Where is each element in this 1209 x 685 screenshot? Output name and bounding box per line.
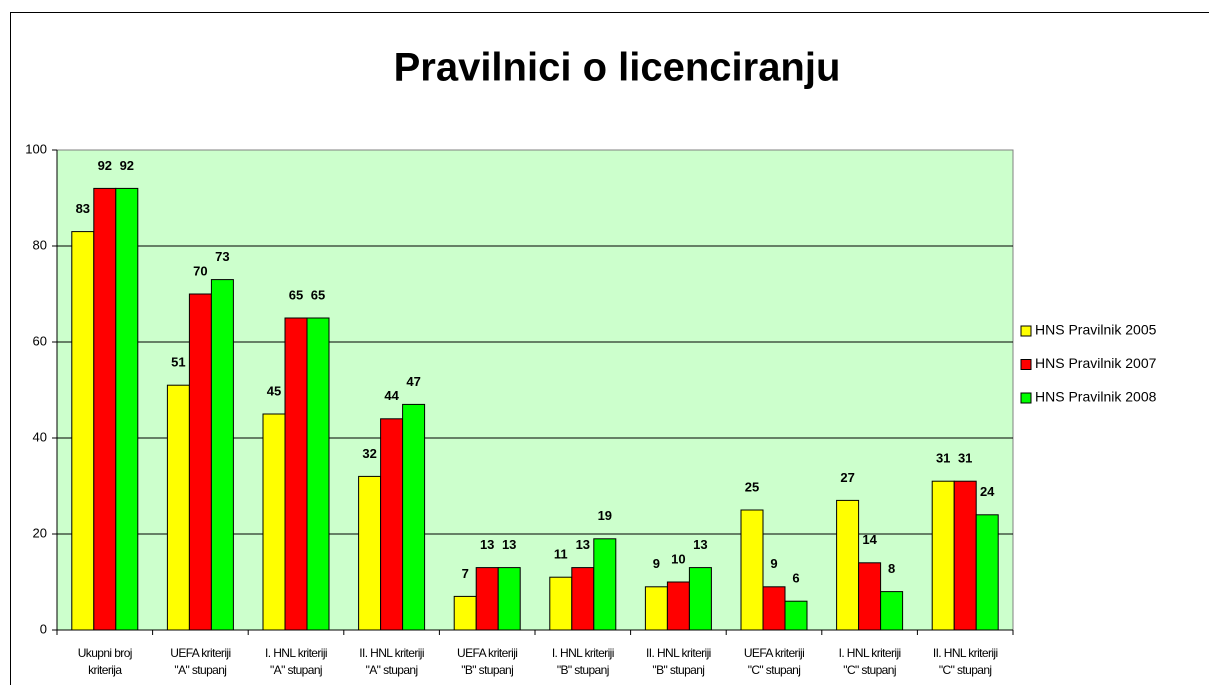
bar [549, 576, 573, 631]
value-label: 25 [745, 479, 759, 494]
value-label: 51 [171, 355, 185, 370]
value-label: 10 [671, 551, 685, 566]
y-tick-label: 80 [33, 237, 47, 252]
legend-swatch [1020, 359, 1032, 370]
value-label: 92 [98, 158, 112, 173]
value-label: 31 [936, 451, 950, 466]
bar [284, 317, 308, 631]
value-label: 11 [554, 547, 568, 562]
bar [210, 279, 234, 631]
value-label: 65 [289, 287, 303, 302]
value-label: 13 [502, 537, 516, 552]
bar [188, 293, 212, 631]
value-label: 47 [406, 374, 420, 389]
legend-swatch [1020, 392, 1032, 404]
bar [166, 384, 190, 631]
bar [497, 567, 521, 631]
bar [402, 403, 426, 631]
bar [593, 538, 617, 631]
value-label: 14 [862, 532, 877, 547]
x-tick-label: UEFA kriteriji "B" stupanj [457, 646, 517, 677]
legend-label: HNS Pravilnik 2008 [1035, 389, 1157, 405]
value-label: 13 [693, 537, 707, 552]
chart-title: Pravilnici o licenciranju [394, 46, 841, 90]
bar [262, 413, 286, 631]
bar [784, 600, 808, 631]
value-label: 24 [980, 484, 995, 499]
x-tick-label: II. HNL kriteriji "A" stupanj [359, 646, 424, 677]
bar [836, 499, 860, 631]
bar [475, 567, 499, 631]
bar [453, 595, 477, 631]
value-label: 70 [193, 263, 207, 278]
value-label: 27 [840, 470, 854, 485]
bar [688, 567, 712, 631]
bar [380, 418, 404, 631]
y-tick-label: 40 [33, 429, 47, 444]
y-tick-label: 20 [33, 525, 47, 540]
bar [571, 567, 595, 631]
bar [306, 317, 330, 631]
bar [71, 231, 95, 631]
bar [666, 581, 690, 631]
x-tick-label: Ukupni broj kriterija [78, 646, 132, 677]
bar [931, 480, 955, 631]
value-label: 45 [267, 383, 281, 398]
x-tick-label: UEFA kriteriji "A" stupanj [170, 646, 230, 677]
bar [953, 480, 977, 631]
bar [115, 187, 139, 631]
value-label: 7 [462, 566, 469, 581]
value-label: 73 [215, 249, 229, 264]
value-label: 31 [958, 451, 972, 466]
y-tick-label: 100 [25, 141, 47, 156]
value-label: 65 [311, 287, 325, 302]
x-tick-label: I. HNL kriteriji "B" stupanj [552, 646, 614, 677]
value-label: 8 [888, 561, 895, 576]
value-label: 92 [120, 158, 134, 173]
value-label: 9 [770, 556, 777, 571]
value-label: 19 [598, 508, 612, 523]
value-label: 32 [362, 446, 376, 461]
bar [858, 562, 882, 631]
bar [644, 586, 668, 631]
bar [762, 586, 786, 631]
value-label: 83 [76, 201, 90, 216]
y-tick-label: 0 [40, 621, 47, 636]
value-label: 6 [792, 571, 799, 586]
x-tick-label: II. HNL kriteriji "B" stupanj [646, 646, 711, 677]
legend-label: HNS Pravilnik 2005 [1035, 322, 1157, 338]
value-label: 13 [480, 537, 494, 552]
value-label: 9 [653, 556, 660, 571]
bar [880, 591, 904, 631]
legend-swatch [1020, 325, 1032, 337]
bar [358, 475, 382, 631]
x-tick-label: I. HNL kriteriji "A" stupanj [265, 646, 327, 677]
bar [740, 509, 764, 631]
x-tick-label: UEFA kriteriji "C" stupanj [744, 646, 804, 677]
x-tick-label: I. HNL kriteriji "C" stupanj [839, 646, 901, 677]
value-label: 44 [384, 388, 399, 403]
bar [93, 187, 117, 631]
legend-label: HNS Pravilnik 2007 [1035, 355, 1157, 371]
x-tick-label: II. HNL kriteriji "C" stupanj [933, 646, 998, 677]
value-label: 13 [576, 537, 590, 552]
y-tick-label: 60 [33, 333, 47, 348]
bar [975, 514, 999, 631]
